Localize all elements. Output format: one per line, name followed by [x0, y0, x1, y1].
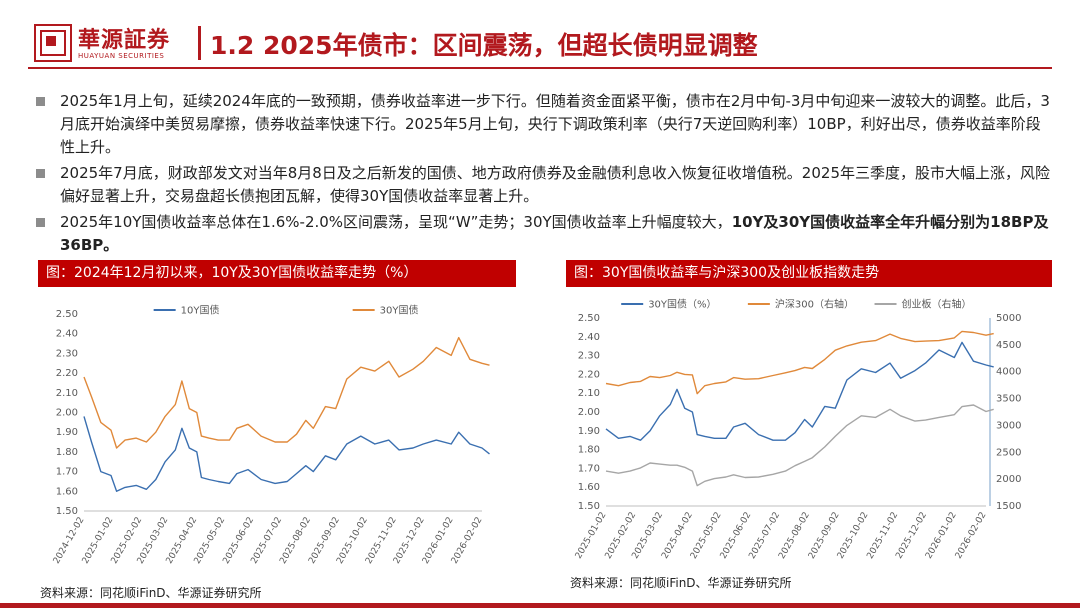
chart1-title: 图：2024年12月初以来，10Y及30Y国债收益率走势（%） [38, 260, 516, 287]
chart2-yield-index-line-chart: 1.50 1.60 1.70 1.80 1.90 2.00 2.10 2.20 2.30 2.40… [574, 298, 1022, 561]
bullet-text: 2025年1月上旬，延续2024年底的一致预期，债券收益率进一步下行。但随着资金… [60, 92, 1050, 156]
y-tick-label: 1.50 [56, 506, 78, 517]
chart1-source: 资料来源：同花顺iFinD、华源证券研究所 [40, 586, 262, 600]
bullet-item: 2025年10Y国债收益率总体在1.6%-2.0%区间震荡，呈现“W”走势；30… [36, 211, 1054, 257]
legend-label: 30Y国债（%） [648, 298, 716, 311]
chart2-title: 图：30Y国债收益率与沪深300及创业板指数走势 [566, 260, 1052, 287]
brand-name: 華源証券 [78, 27, 171, 53]
y2-tick-label: 4500 [996, 340, 1021, 351]
bullet-item: 2025年1月上旬，延续2024年底的一致预期，债券收益率进一步下行。但随着资金… [36, 90, 1054, 159]
x-tick-label: 2025-12-02 [894, 511, 929, 561]
footer-bar [0, 603, 1080, 608]
bullet-square-icon [36, 169, 45, 178]
bullet-text: 2025年10Y国债收益率总体在1.6%-2.0%区间震荡，呈现“W”走势；30… [60, 213, 732, 231]
brand-name-en: HUAYUAN SECURITIES [78, 52, 165, 60]
x-tick-label: 2025-07-02 [747, 511, 782, 561]
bullet-bold-text: 10Y及30Y国债收益率全年升幅分别为18BP及36BP。 [60, 213, 1049, 254]
page-title: 1.2 2025年债市：区间震荡，但超长债明显调整 [210, 31, 758, 60]
y-tick-label: 1.90 [578, 426, 600, 437]
y-tick-label: 1.80 [578, 445, 600, 456]
x-tick-label: 2025-08-02 [777, 511, 812, 561]
chart1-yield-line-chart: 1.50 1.60 1.70 1.80 1.90 2.00 2.10 2.20 2.30 2.40… [52, 304, 490, 566]
y-tick-label: 1.70 [56, 467, 78, 478]
x-tick-label: 2026-01-02 [924, 511, 959, 561]
y-tick-label: 2.00 [56, 408, 78, 419]
y-tick-label: 1.60 [578, 482, 600, 493]
y-tick-label: 2.40 [578, 332, 600, 343]
y2-tick-label: 4000 [996, 367, 1021, 378]
y-tick-label: 2.50 [56, 309, 78, 320]
header-divider [28, 67, 1052, 69]
y2-tick-label: 2000 [996, 474, 1021, 485]
y-tick-label: 2.20 [578, 369, 600, 380]
x-tick-label: 2025-01-02 [574, 511, 609, 561]
legend-label: 创业板（右轴） [902, 298, 972, 311]
y-tick-label: 2.10 [56, 388, 78, 399]
brand-logo-icon [34, 24, 72, 62]
title-accent-bar [198, 26, 201, 60]
y-tick-label: 1.90 [56, 427, 78, 438]
y-tick-label: 2.30 [56, 348, 78, 359]
series-line [605, 341, 994, 441]
bullet-list: 2025年1月上旬，延续2024年底的一致预期，债券收益率进一步下行。但随着资金… [36, 90, 1054, 260]
x-tick-label: 2026-02-02 [954, 511, 989, 561]
y2-tick-label: 3000 [996, 420, 1021, 431]
y-tick-label: 1.60 [56, 486, 78, 497]
y-tick-label: 2.00 [578, 407, 600, 418]
y-tick-label: 1.50 [578, 501, 600, 512]
y-tick-label: 2.50 [578, 313, 600, 324]
series-line [605, 330, 994, 395]
x-tick-label: 2025-10-02 [836, 511, 871, 561]
series-line [83, 336, 490, 449]
series-line [605, 404, 994, 487]
x-tick-label: 2026-02-02 [450, 516, 485, 566]
y2-tick-label: 2500 [996, 447, 1021, 458]
y-tick-label: 1.70 [578, 463, 600, 474]
bullet-square-icon [36, 97, 45, 106]
y-tick-label: 2.30 [578, 351, 600, 362]
legend-label: 30Y国债 [380, 304, 419, 317]
bullet-item: 2025年7月底，财政部发文对当年8月8日及之后新发的国债、地方政府债券及金融债… [36, 162, 1054, 208]
chart2-source: 资料来源：同花顺iFinD、华源证券研究所 [570, 576, 792, 590]
y-tick-label: 1.80 [56, 447, 78, 458]
series-line [83, 416, 490, 493]
legend-label: 10Y国债 [181, 304, 220, 317]
y-tick-label: 2.20 [56, 368, 78, 379]
x-tick-label: 2025-05-02 [689, 511, 724, 561]
y-tick-label: 2.10 [578, 388, 600, 399]
y2-tick-label: 1500 [996, 501, 1021, 512]
y2-tick-label: 3500 [996, 394, 1021, 405]
bullet-square-icon [36, 218, 45, 227]
y-tick-label: 2.40 [56, 329, 78, 340]
legend-label: 沪深300（右轴） [775, 298, 854, 311]
bullet-text: 2025年7月底，财政部发文对当年8月8日及之后新发的国债、地方政府债券及金融债… [60, 164, 1050, 205]
y2-tick-label: 5000 [996, 313, 1021, 324]
